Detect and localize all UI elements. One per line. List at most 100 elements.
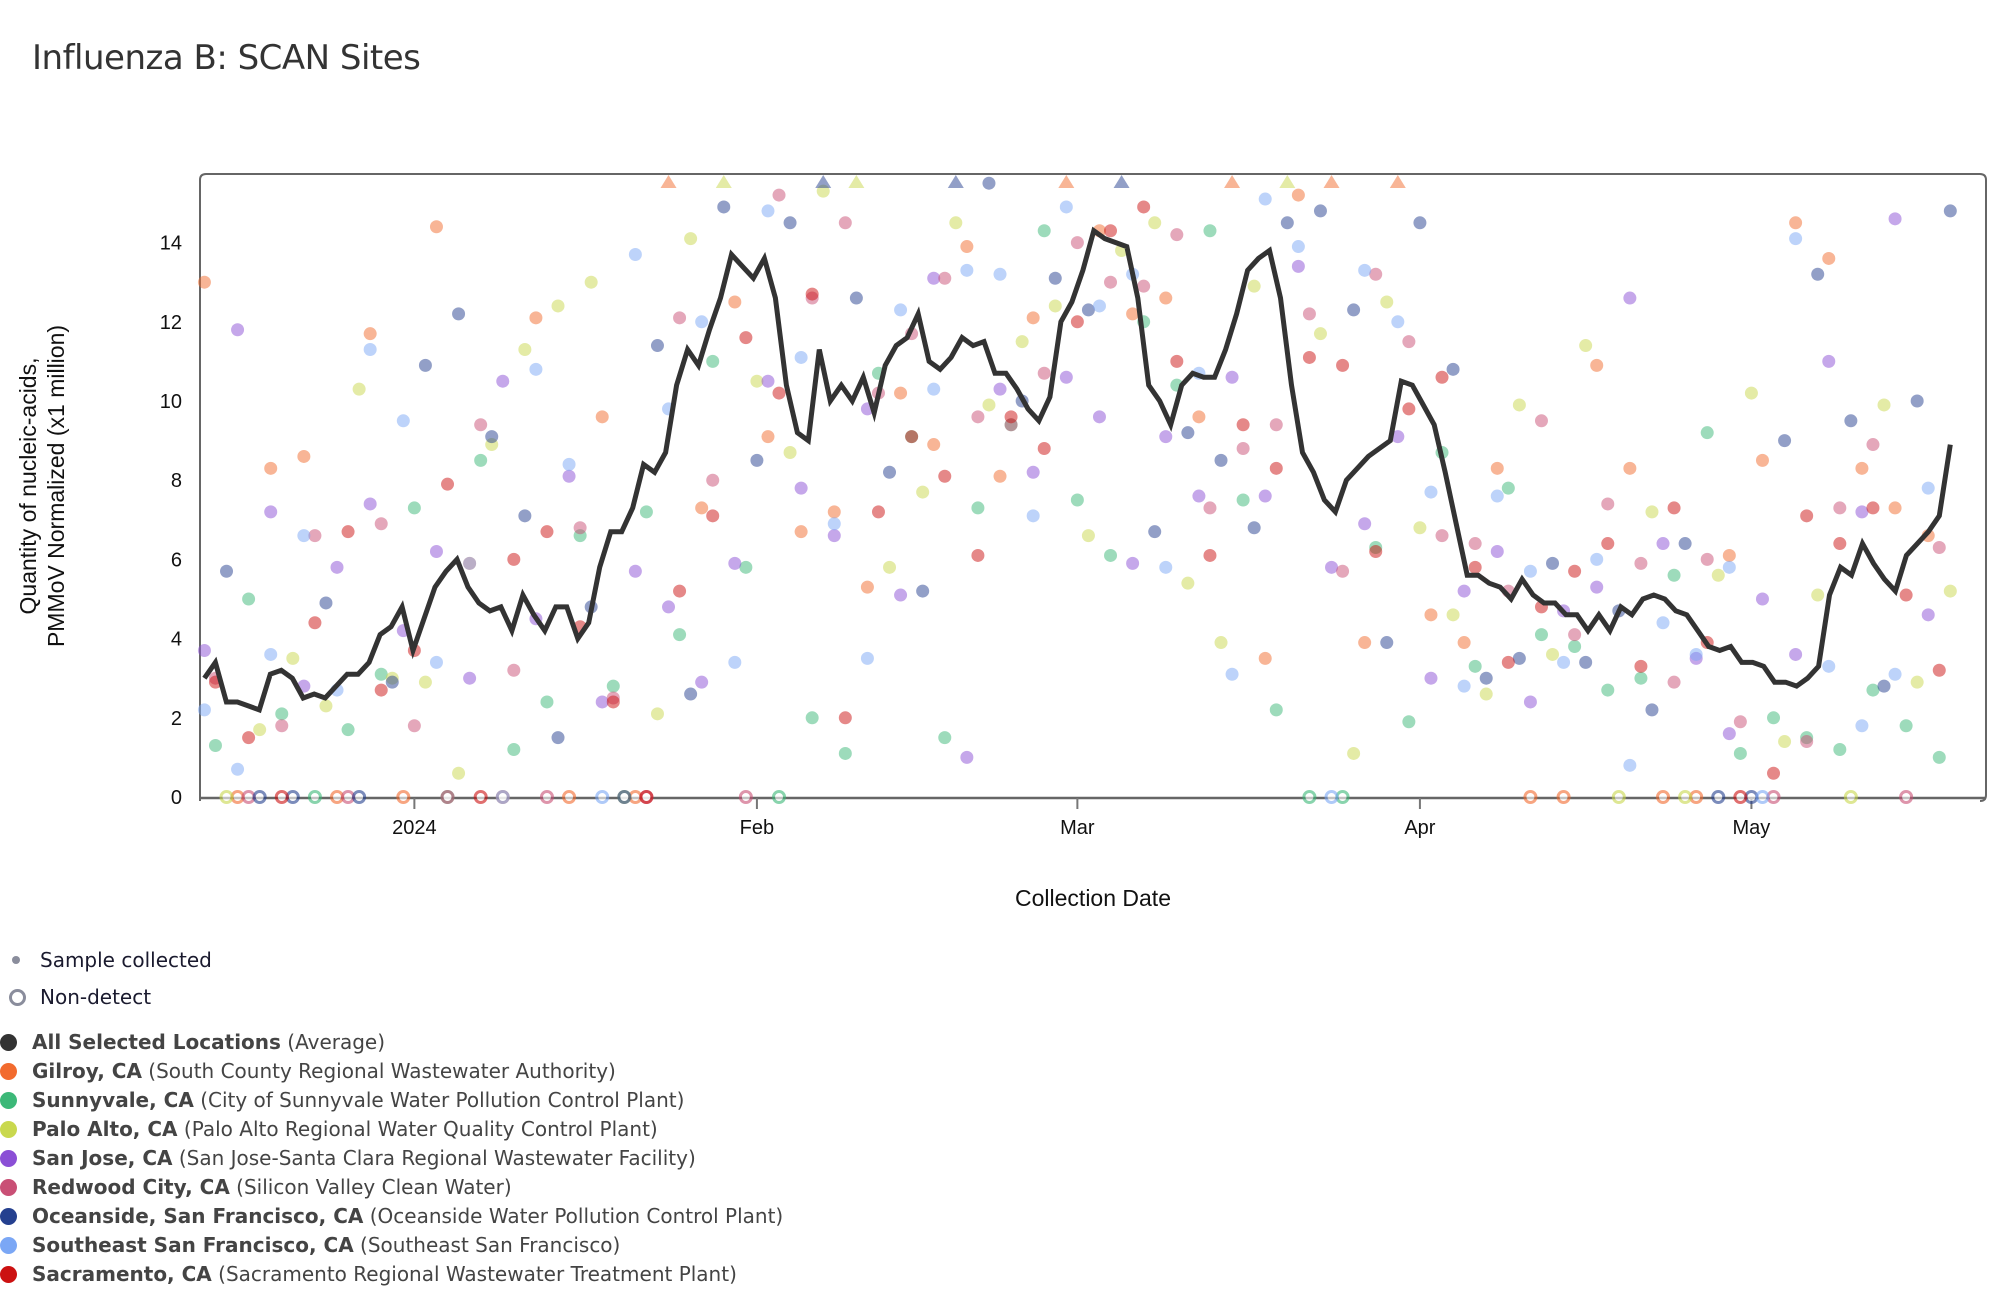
data-point: [1203, 501, 1217, 515]
data-point: [429, 655, 443, 669]
data-point: [783, 216, 797, 230]
data-point: [1247, 521, 1261, 535]
data-point: [385, 675, 399, 689]
data-point: [452, 307, 466, 321]
data-point: [794, 481, 808, 495]
data-point: [1722, 727, 1736, 741]
data-point: [1302, 350, 1316, 364]
y-tick-label: 2: [171, 708, 182, 730]
data-point: [728, 295, 742, 309]
legend-color-dot-icon: [0, 1034, 17, 1051]
non-detect-marker: [1678, 790, 1693, 804]
data-point: [960, 750, 974, 764]
data-point: [1457, 584, 1471, 598]
data-point: [1678, 537, 1692, 551]
data-point: [540, 525, 554, 539]
data-point: [684, 687, 698, 701]
data-point: [407, 719, 421, 733]
data-point: [1269, 461, 1283, 475]
data-point: [717, 200, 731, 214]
data-point: [330, 560, 344, 574]
data-point: [827, 505, 841, 519]
data-point: [1811, 267, 1825, 281]
data-point: [1291, 188, 1305, 202]
data-point: [971, 410, 985, 424]
data-point: [1092, 299, 1106, 313]
non-detect-marker: [396, 790, 411, 804]
non-detect-marker: [738, 790, 753, 804]
data-point: [1291, 259, 1305, 273]
data-point: [1247, 279, 1261, 293]
data-point: [1468, 537, 1482, 551]
data-point: [650, 707, 664, 721]
data-point: [418, 358, 432, 372]
average-line: [202, 226, 1953, 714]
data-point: [220, 564, 234, 578]
data-point: [838, 746, 852, 760]
data-point: [1932, 663, 1946, 677]
data-point: [264, 461, 278, 475]
legend-site-desc: (Silicon Valley Clean Water): [236, 1175, 512, 1199]
data-point: [1236, 442, 1250, 456]
x-tick-label: Mar: [1060, 817, 1095, 839]
data-point: [894, 386, 908, 400]
data-point: [1789, 216, 1803, 230]
data-point: [1833, 537, 1847, 551]
data-point: [971, 548, 985, 562]
data-point: [1512, 651, 1526, 665]
data-point: [396, 414, 410, 428]
data-point: [1645, 505, 1659, 519]
data-point: [1590, 580, 1604, 594]
data-point: [1170, 354, 1184, 368]
data-point: [1844, 414, 1858, 428]
data-point: [1877, 679, 1891, 693]
data-point: [827, 517, 841, 531]
data-point: [1446, 362, 1460, 376]
data-point: [485, 430, 499, 444]
non-detect-marker: [219, 790, 234, 804]
non-detect-marker: [252, 790, 267, 804]
data-point: [673, 584, 687, 598]
y-tick-label: 6: [171, 549, 182, 571]
data-point: [231, 762, 245, 776]
data-point: [1789, 647, 1803, 661]
non-detect-marker: [1335, 790, 1350, 804]
data-point: [1457, 636, 1471, 650]
non-detect-marker: [1324, 790, 1339, 804]
data-point: [1347, 303, 1361, 317]
x-tick-label: May: [1733, 817, 1771, 839]
data-point: [1888, 212, 1902, 226]
data-point: [1424, 671, 1438, 685]
data-point: [695, 675, 709, 689]
data-point: [319, 699, 333, 713]
data-point: [1225, 667, 1239, 681]
data-point: [1733, 715, 1747, 729]
data-point: [883, 560, 897, 574]
legend-site-desc: (Oceanside Water Pollution Control Plant…: [369, 1204, 784, 1228]
data-point: [1656, 616, 1670, 630]
data-point: [794, 350, 808, 364]
data-point: [1313, 327, 1327, 341]
data-point: [1579, 655, 1593, 669]
data-point: [927, 271, 941, 285]
data-point: [938, 731, 952, 745]
data-point: [253, 723, 267, 737]
non-detect-marker: [230, 790, 245, 804]
data-point: [1479, 687, 1493, 701]
data-point: [1733, 746, 1747, 760]
data-point: [1269, 418, 1283, 432]
data-point: [1070, 236, 1084, 250]
data-point: [1446, 608, 1460, 622]
data-point: [540, 695, 554, 709]
data-point: [562, 469, 576, 483]
above-range-marker: [1224, 175, 1241, 188]
data-point: [197, 703, 211, 717]
data-point: [949, 216, 963, 230]
data-point: [1921, 608, 1935, 622]
data-point: [606, 695, 620, 709]
data-point: [551, 299, 565, 313]
data-point: [595, 695, 609, 709]
data-point: [1546, 556, 1560, 570]
data-point: [551, 731, 565, 745]
data-point: [518, 509, 532, 523]
